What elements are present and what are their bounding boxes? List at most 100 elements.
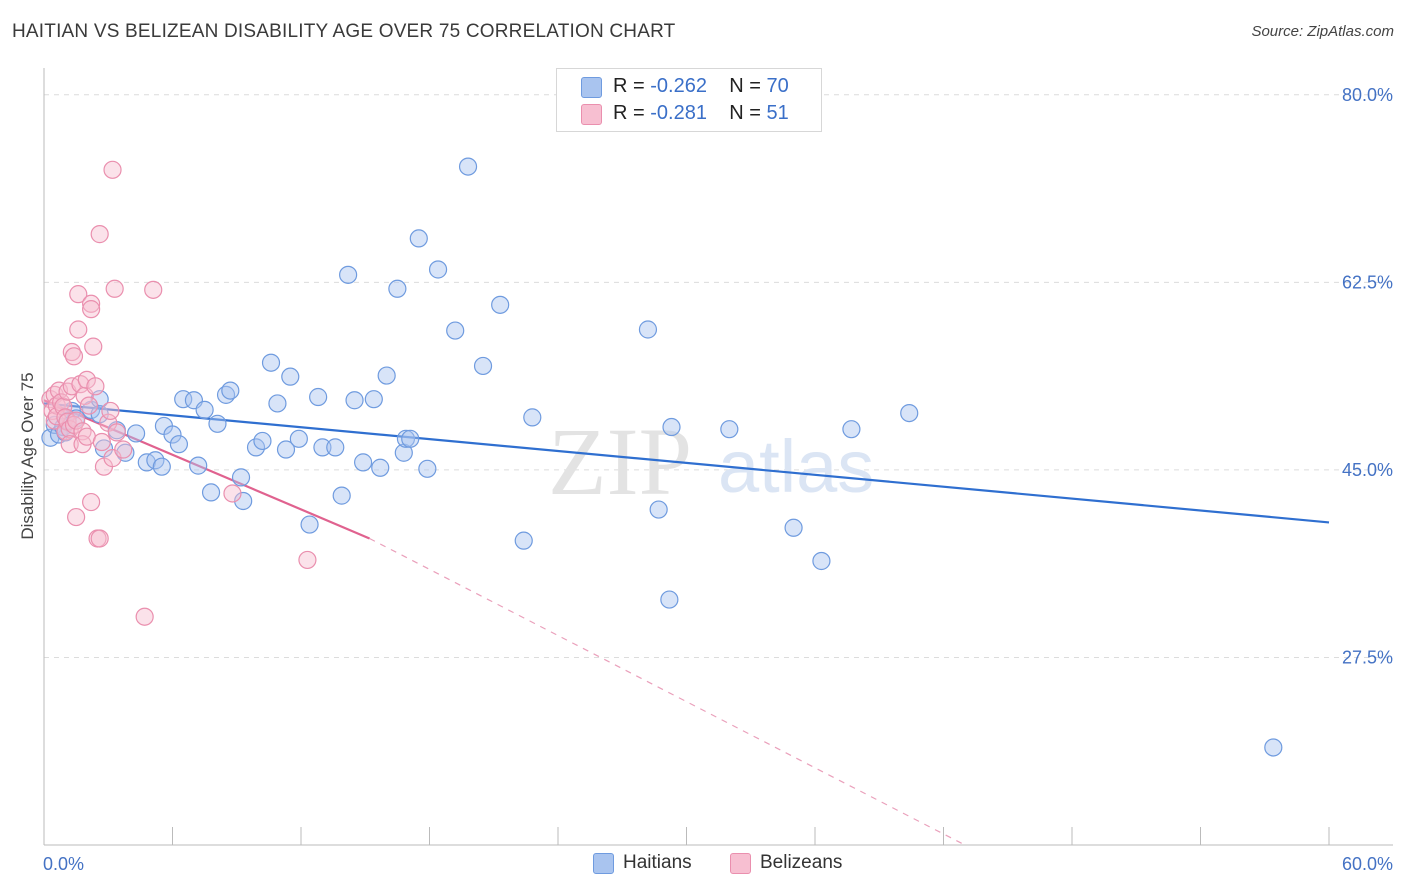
x-tick-label-max: 60.0% [1342, 854, 1393, 874]
data-point [234, 491, 253, 511]
data-point [649, 500, 668, 519]
data-point [231, 468, 251, 487]
data-point [289, 429, 308, 448]
data-point [90, 529, 109, 548]
data-point [720, 420, 739, 439]
y-tick-labels: 27.5% 45.0% 62.5% 80.0% [1342, 85, 1393, 668]
data-point [364, 390, 383, 409]
grid-lines [44, 94, 1393, 658]
bottom-legend-belizeans[interactable]: Belizeans [730, 852, 860, 876]
data-point [101, 401, 120, 421]
data-point [208, 414, 227, 433]
data-point [169, 435, 189, 454]
data-point [60, 435, 79, 454]
legend-r-value: -0.262 [650, 75, 707, 97]
data-point [491, 295, 510, 314]
data-point [92, 432, 111, 452]
legend-row-haitians: R = -0.262 N = 70 [557, 72, 821, 100]
data-point [1264, 738, 1283, 757]
data-point [86, 377, 105, 396]
data-point [144, 280, 163, 299]
data-point [377, 366, 396, 385]
data-point [458, 157, 478, 176]
correlation-legend: R = -0.262 N = 70 R = -0.281 N = 51 [556, 68, 822, 132]
bottom-legend-label-belizeans: Belizeans [760, 852, 843, 873]
data-point [409, 229, 428, 248]
x-tick-label-min: 0.0% [43, 854, 84, 874]
y-tick-label: 45.0% [1342, 460, 1393, 480]
data-point [446, 321, 465, 340]
data-point [309, 387, 328, 407]
x-tick-marks [172, 827, 1330, 845]
data-point [152, 457, 171, 476]
data-point [253, 431, 272, 451]
data-point [784, 518, 803, 537]
data-point [223, 484, 242, 503]
data-point [638, 320, 658, 339]
data-point [64, 347, 84, 366]
data-point [82, 492, 101, 512]
data-point [67, 411, 86, 430]
data-point [163, 425, 182, 444]
data-point [662, 417, 681, 437]
data-point [103, 160, 122, 179]
series-belizeans [41, 160, 317, 626]
trend-line-extension-belizeans [369, 537, 966, 846]
data-point [195, 400, 214, 419]
data-point [135, 607, 154, 626]
data-point [105, 279, 124, 298]
data-point [261, 353, 281, 372]
y-tick-label: 27.5% [1342, 647, 1393, 667]
watermark: ZIP atlas [548, 408, 874, 515]
source-label: Source: ZipAtlas.com [1251, 23, 1394, 40]
data-point [313, 438, 332, 457]
data-point [401, 429, 420, 448]
y-tick-label: 62.5% [1342, 272, 1393, 292]
data-point [842, 420, 861, 439]
data-point [418, 459, 437, 478]
legend-r-label: R = [613, 102, 651, 124]
data-point [268, 394, 287, 413]
series-haitians [41, 157, 1283, 757]
data-point [201, 483, 221, 502]
data-point [82, 294, 101, 313]
axes [43, 68, 1393, 846]
data-point [84, 337, 103, 356]
bottom-legend-haitians[interactable]: Haitians [593, 852, 713, 876]
data-point [90, 225, 109, 244]
data-point [281, 367, 300, 386]
data-point [388, 279, 407, 298]
watermark-atlas: atlas [718, 425, 874, 508]
legend-r-label: R = [613, 75, 651, 97]
data-point [371, 458, 390, 477]
data-point [900, 403, 919, 423]
data-point [354, 453, 373, 472]
y-axis-label: Disability Age Over 75 [18, 372, 37, 539]
data-point [69, 285, 88, 304]
data-point [345, 391, 364, 410]
data-point [326, 438, 345, 457]
legend-swatch-haitians [581, 77, 602, 98]
data-point [69, 320, 88, 339]
data-point [812, 551, 831, 571]
data-point [276, 440, 296, 459]
data-point [79, 396, 99, 415]
data-point [126, 424, 146, 443]
legend-n-label: N = [729, 102, 767, 124]
data-point [473, 356, 493, 376]
data-point [107, 423, 126, 442]
bottom-legend-label-haitians: Haitians [623, 852, 692, 873]
data-point [339, 265, 358, 284]
data-point [67, 507, 86, 527]
data-point [660, 590, 679, 609]
legend-swatch-belizeans [581, 104, 602, 125]
bottom-legend-swatch-belizeans [730, 853, 751, 874]
data-point [221, 381, 240, 400]
legend-row-belizeans: R = -0.281 N = 51 [557, 99, 821, 127]
data-point [332, 486, 351, 505]
trend-lines [43, 399, 1330, 846]
data-point [514, 531, 533, 550]
data-point [298, 550, 317, 570]
data-point [300, 515, 319, 534]
legend-n-value: 70 [766, 75, 789, 97]
